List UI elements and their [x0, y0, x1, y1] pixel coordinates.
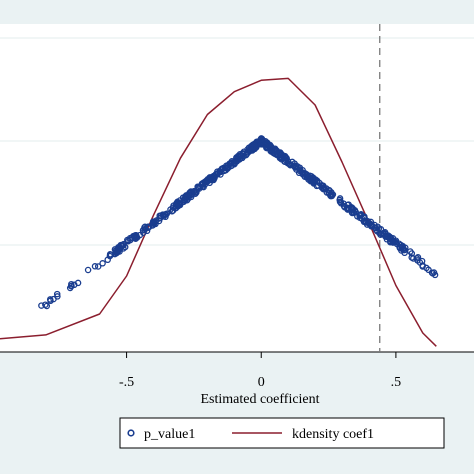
pvalue-point-511	[364, 218, 371, 225]
pvalue-point-459	[368, 221, 375, 228]
pvalue-point-537	[408, 254, 415, 261]
pvalue-point-463	[258, 135, 266, 142]
pvalue-point-540	[66, 284, 74, 292]
pvalue-point-476	[299, 169, 307, 177]
pvalue-point-339	[169, 204, 177, 211]
pvalue-point-556	[407, 248, 414, 255]
pvalue-point-486	[257, 139, 264, 146]
pvalue-point-515	[349, 205, 357, 213]
pvalue-point-574	[53, 290, 61, 298]
series-group	[0, 77, 439, 347]
pvalue-point-447	[221, 164, 229, 172]
pvalue-point-545	[402, 244, 409, 252]
pvalue-point-508	[360, 213, 367, 221]
pvalue-point-563	[42, 301, 49, 308]
pvalue-point-541	[124, 237, 132, 245]
pvalue-point-493	[318, 182, 326, 190]
x-tick-label-2: .5	[391, 375, 402, 390]
pvalue-point-492	[272, 147, 279, 155]
pvalue-point-403	[239, 149, 247, 157]
pvalue-point-495	[328, 192, 336, 200]
x-axis-title: Estimated coefficient	[200, 392, 319, 407]
pvalue-point-559	[68, 280, 75, 288]
kdensity-line	[0, 77, 437, 347]
pvalue-point-552	[43, 302, 51, 310]
plot-area	[0, 24, 474, 352]
legend-label-pvalue: p_value1	[144, 427, 195, 442]
pvalue-point-549	[74, 279, 82, 287]
legend-label-kdensity: kdensity coef1	[292, 427, 374, 442]
pvalue-point-577	[46, 296, 54, 303]
pvalue-point-477	[294, 163, 301, 170]
pvalue-point-469	[361, 217, 368, 225]
pvalue-point-569	[430, 269, 438, 276]
pvalue-point-573	[389, 234, 397, 242]
pvalue-point-576	[425, 266, 432, 274]
pvalue-point-473	[150, 220, 158, 228]
pvalue-point-555	[132, 232, 140, 240]
pvalue-point-494	[273, 151, 281, 159]
x-tick-label-0: -.5	[119, 375, 134, 390]
pvalue-point-519	[310, 175, 318, 183]
pvalue-point-571	[416, 259, 424, 266]
pvalue-point-390	[337, 200, 345, 207]
pvalue-point-448	[214, 171, 221, 178]
pvalue-point-487	[267, 148, 275, 155]
pvalue-point-561	[99, 260, 106, 267]
pvalue-point-470	[162, 211, 170, 218]
legend: p_value1 kdensity coef1	[119, 417, 445, 449]
pvalue-point-558	[91, 263, 99, 270]
pvalue-point-514	[189, 189, 196, 197]
pvalue-point-484	[233, 157, 241, 164]
pvalue-point-423	[168, 208, 176, 215]
pvalue-point-363	[155, 217, 163, 225]
pvalue-point-557	[114, 247, 121, 254]
pvalue-point-458	[282, 154, 289, 161]
pvalue-point-410	[376, 229, 383, 237]
x-tick-labels: -.5 0 .5	[119, 352, 401, 390]
pvalue-point-553	[94, 263, 102, 270]
pvalue-point-445	[320, 185, 327, 193]
pvalue-point-402	[208, 176, 215, 184]
pvalue-point-568	[106, 251, 114, 258]
x-tick-label-1: 0	[258, 375, 265, 390]
pvalue-point-578	[118, 242, 125, 249]
pvalue-point-547	[54, 293, 61, 300]
pvalue-point-411	[367, 218, 375, 226]
pvalue-point-485	[141, 224, 148, 231]
pvalue-point-516	[204, 177, 211, 184]
pvalue-point-491	[228, 159, 236, 166]
pvalue-point-431	[396, 243, 403, 251]
pvalue-point-512	[174, 198, 181, 206]
pvalue-point-579	[382, 233, 389, 240]
pvalue-point-572	[84, 266, 92, 274]
pvalue-point-510	[249, 144, 256, 151]
legend-marker-pvalue	[127, 429, 135, 437]
